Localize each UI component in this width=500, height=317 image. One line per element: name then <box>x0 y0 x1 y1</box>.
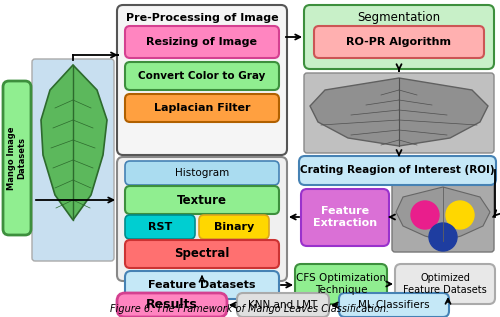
FancyBboxPatch shape <box>117 5 287 155</box>
Text: RST: RST <box>148 222 172 232</box>
Text: Feature Datasets: Feature Datasets <box>148 280 256 290</box>
FancyBboxPatch shape <box>199 215 269 239</box>
FancyBboxPatch shape <box>314 26 484 58</box>
FancyBboxPatch shape <box>32 59 114 261</box>
Polygon shape <box>310 78 488 146</box>
FancyBboxPatch shape <box>295 264 387 304</box>
Circle shape <box>446 201 474 229</box>
FancyBboxPatch shape <box>117 157 287 281</box>
Text: Feature
Extraction: Feature Extraction <box>313 206 377 228</box>
Text: Pre-Processing of Image: Pre-Processing of Image <box>126 13 278 23</box>
Text: Convert Color to Gray: Convert Color to Gray <box>138 71 266 81</box>
FancyBboxPatch shape <box>237 293 329 317</box>
Text: KNN and LMT: KNN and LMT <box>248 300 318 310</box>
Text: Spectral: Spectral <box>174 248 230 261</box>
FancyBboxPatch shape <box>125 94 279 122</box>
Text: ML Classifiers: ML Classifiers <box>358 300 430 310</box>
FancyBboxPatch shape <box>304 5 494 69</box>
FancyBboxPatch shape <box>304 73 494 153</box>
Text: Results: Results <box>146 299 198 312</box>
Text: Laplacian Filter: Laplacian Filter <box>154 103 250 113</box>
Polygon shape <box>396 187 490 241</box>
FancyBboxPatch shape <box>125 161 279 185</box>
Text: RO-PR Algorithm: RO-PR Algorithm <box>346 37 452 47</box>
Text: CFS Optimization
Technique: CFS Optimization Technique <box>296 273 386 295</box>
FancyBboxPatch shape <box>125 26 279 58</box>
FancyBboxPatch shape <box>339 293 449 317</box>
Text: Resizing of Image: Resizing of Image <box>146 37 258 47</box>
FancyBboxPatch shape <box>301 189 389 246</box>
Circle shape <box>429 223 457 251</box>
Text: Binary: Binary <box>214 222 254 232</box>
FancyBboxPatch shape <box>125 240 279 268</box>
Polygon shape <box>41 65 107 220</box>
FancyBboxPatch shape <box>392 182 494 252</box>
Text: Histogram: Histogram <box>175 168 229 178</box>
FancyBboxPatch shape <box>125 62 279 90</box>
Text: Mango Image
Datasets: Mango Image Datasets <box>8 126 26 190</box>
Text: Segmentation: Segmentation <box>358 11 440 24</box>
FancyBboxPatch shape <box>395 264 495 304</box>
FancyBboxPatch shape <box>299 156 496 185</box>
Text: Figure 6. The Framework of Mango Leaves Classification.: Figure 6. The Framework of Mango Leaves … <box>110 304 390 314</box>
FancyBboxPatch shape <box>125 215 195 239</box>
FancyBboxPatch shape <box>125 271 279 299</box>
Text: Texture: Texture <box>177 193 227 206</box>
Text: Crating Reagion of Interest (ROI): Crating Reagion of Interest (ROI) <box>300 165 494 175</box>
FancyBboxPatch shape <box>125 186 279 214</box>
FancyBboxPatch shape <box>3 81 31 235</box>
Circle shape <box>411 201 439 229</box>
Text: Optimized
Feature Datasets: Optimized Feature Datasets <box>403 273 487 295</box>
FancyBboxPatch shape <box>117 293 227 317</box>
